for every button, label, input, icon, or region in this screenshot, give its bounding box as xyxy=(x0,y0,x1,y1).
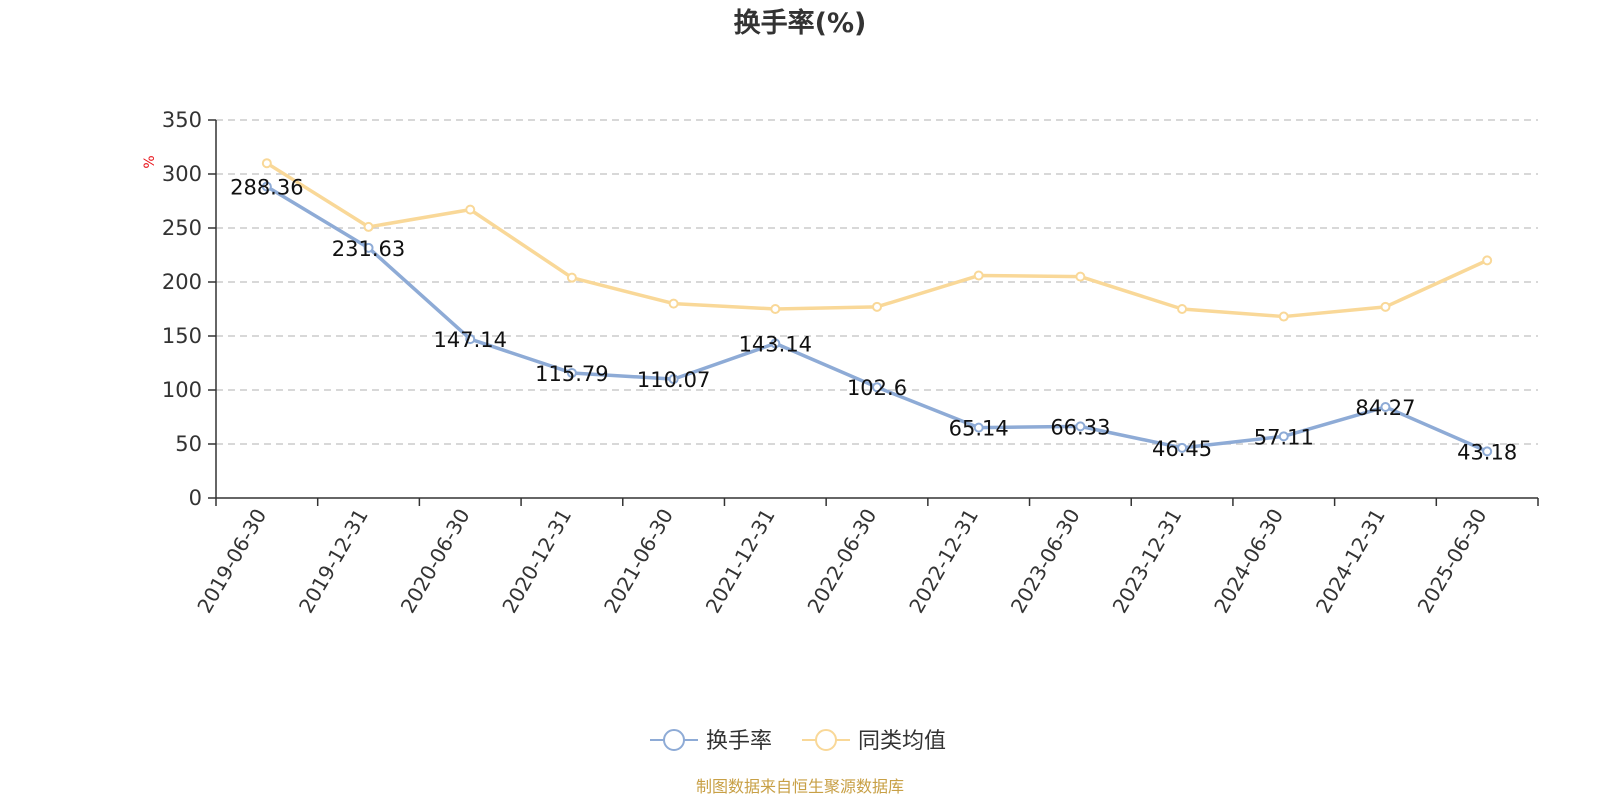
data-point xyxy=(973,422,984,433)
data-point xyxy=(770,304,781,314)
y-tick-label: 50 xyxy=(175,432,202,456)
data-point xyxy=(566,367,577,378)
x-tick-label: 2022-06-30 xyxy=(802,505,881,618)
x-tick-label: 2019-06-30 xyxy=(192,505,271,618)
data-label: 66.33 xyxy=(1050,415,1110,439)
data-source-note: 制图数据来自恒生聚源数据库 xyxy=(696,777,904,796)
chart-title: 换手率(%) xyxy=(734,7,867,39)
data-label: 143.14 xyxy=(739,332,812,356)
legend-circle-marker xyxy=(815,729,837,751)
y-tick-label: 300 xyxy=(162,162,202,186)
x-tick-label: 2025-06-30 xyxy=(1413,505,1492,618)
data-point xyxy=(1482,255,1493,266)
data-point xyxy=(363,221,374,232)
data-point xyxy=(668,374,679,385)
data-label: 288.36 xyxy=(230,176,303,200)
x-tick-label: 2021-12-31 xyxy=(701,505,780,618)
x-tick-label: 2023-12-31 xyxy=(1108,505,1187,618)
y-tick-label: 0 xyxy=(189,486,202,510)
legend[interactable]: 换手率 同类均值 xyxy=(650,729,946,754)
data-label: 115.79 xyxy=(535,362,608,386)
axes xyxy=(208,119,1539,506)
data-point xyxy=(1380,401,1391,412)
x-tick-label: 2020-12-31 xyxy=(497,505,576,618)
series-line xyxy=(265,185,1488,453)
data-label: 110.07 xyxy=(637,368,710,392)
data-label: 65.14 xyxy=(949,417,1009,441)
x-tick-label: 2020-06-30 xyxy=(396,505,475,618)
data-point xyxy=(1075,271,1086,282)
legend-item[interactable]: 同类均值 xyxy=(802,729,946,754)
x-tick-label: 2021-06-30 xyxy=(599,505,678,618)
data-label: 231.63 xyxy=(332,237,405,261)
data-point xyxy=(465,204,476,215)
data-point xyxy=(1278,311,1289,322)
y-tick-label: 250 xyxy=(162,216,202,240)
y-tick-label: 150 xyxy=(162,324,202,348)
data-point xyxy=(1075,421,1086,432)
data-point xyxy=(1278,431,1289,442)
y-axis-tick-labels: 0 50 100 150 200 250 300 350 xyxy=(162,108,202,510)
data-labels: 288.36 231.63 147.14 115.79 110.07 143.14 102.… xyxy=(230,176,1517,465)
y-axis-unit-label: % xyxy=(142,155,158,168)
y-tick-label: 350 xyxy=(162,108,202,132)
data-point xyxy=(872,301,882,312)
data-point xyxy=(261,158,272,169)
data-label: 102.6 xyxy=(847,376,907,400)
legend-item[interactable]: 换手率 xyxy=(650,729,772,754)
x-tick-label: 2022-12-31 xyxy=(904,505,983,618)
legend-label: 换手率 xyxy=(706,729,772,754)
data-point xyxy=(973,270,984,281)
data-point xyxy=(668,298,679,309)
x-tick-label: 2019-12-31 xyxy=(294,505,373,618)
legend-label: 同类均值 xyxy=(858,729,946,754)
data-label: 43.18 xyxy=(1457,440,1517,464)
data-point xyxy=(1177,442,1188,453)
data-label: 57.11 xyxy=(1254,425,1314,449)
x-axis-tick-labels: 2019-06-30 2019-12-31 2020-06-30 2020-12-31… xyxy=(192,505,1491,618)
data-point xyxy=(261,181,272,192)
data-point xyxy=(872,382,882,393)
series-line xyxy=(265,161,1488,319)
data-label: 46.45 xyxy=(1152,437,1212,461)
data-label: 84.27 xyxy=(1355,396,1415,420)
data-point xyxy=(465,334,476,345)
data-point xyxy=(1380,301,1391,312)
data-label: 147.14 xyxy=(433,328,506,352)
data-point xyxy=(770,338,781,349)
x-tick-label: 2023-06-30 xyxy=(1006,505,1085,618)
x-tick-label: 2024-06-30 xyxy=(1209,505,1288,618)
data-point xyxy=(363,242,374,253)
y-tick-label: 100 xyxy=(162,378,202,402)
data-point xyxy=(1482,446,1493,457)
x-tick-label: 2024-12-31 xyxy=(1311,505,1390,618)
data-point xyxy=(1177,304,1188,314)
legend-circle-marker xyxy=(663,729,685,751)
y-tick-label: 200 xyxy=(162,270,202,294)
series-lines xyxy=(261,158,1493,457)
data-point xyxy=(566,272,577,283)
